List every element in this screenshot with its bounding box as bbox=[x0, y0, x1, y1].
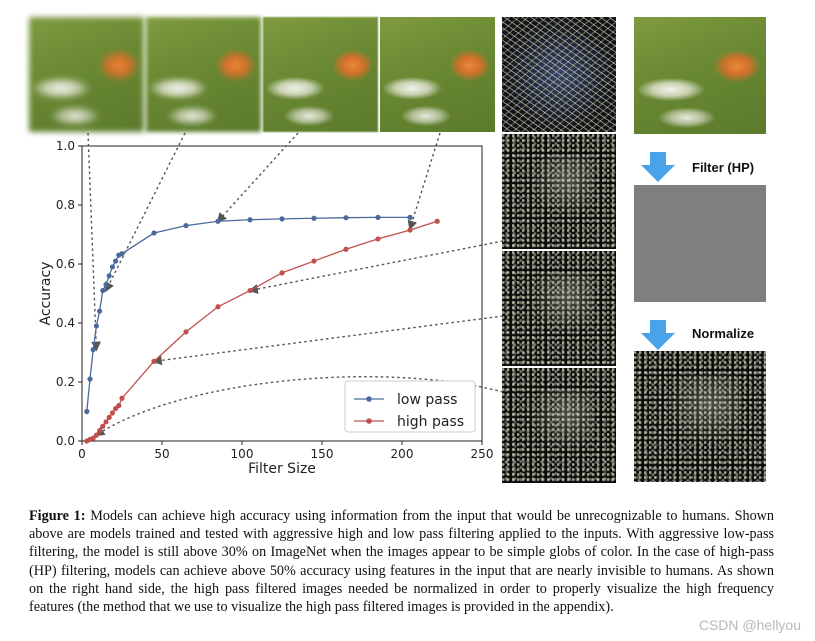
data-point bbox=[109, 410, 115, 416]
chart-legend: low pass high pass bbox=[344, 380, 476, 433]
highpass-thumb-1 bbox=[502, 17, 616, 132]
legend-box bbox=[344, 380, 476, 433]
data-point bbox=[375, 236, 381, 242]
x-tick-label: 0 bbox=[78, 447, 86, 461]
data-point bbox=[119, 251, 125, 257]
legend-marker bbox=[366, 418, 372, 424]
caption-text: Models can achieve high accuracy using i… bbox=[29, 508, 775, 616]
data-point bbox=[97, 308, 103, 314]
annotation-arrow bbox=[407, 132, 441, 231]
y-tick-label: 0.4 bbox=[56, 316, 75, 330]
data-point bbox=[183, 223, 189, 229]
legend-label: high pass bbox=[397, 414, 464, 430]
annotation-arrow bbox=[216, 132, 299, 223]
caption-label: Figure 1: bbox=[29, 508, 86, 524]
legend-label: low pass bbox=[397, 392, 457, 408]
data-point bbox=[183, 329, 189, 335]
legend-marker bbox=[366, 396, 372, 402]
data-point bbox=[247, 217, 253, 223]
data-point bbox=[279, 270, 285, 276]
lowpass-thumb-3 bbox=[263, 17, 378, 132]
down-arrow-icon bbox=[641, 152, 675, 182]
data-point bbox=[113, 258, 119, 264]
data-point bbox=[103, 282, 109, 288]
accuracy-chart: 0 50 100 150 200 250 0.0 0.2 0.4 0.6 0.8 1.0 Filter … bbox=[38, 132, 504, 477]
x-tick-label: 250 bbox=[471, 447, 494, 461]
normalize-label: Normalize bbox=[692, 326, 755, 341]
annotation-arrow bbox=[248, 240, 504, 294]
data-point bbox=[93, 432, 99, 438]
data-point bbox=[215, 304, 221, 310]
data-point bbox=[407, 227, 413, 233]
highpass-thumb-2 bbox=[502, 134, 616, 249]
data-point bbox=[106, 414, 112, 420]
y-tick-label: 1.0 bbox=[56, 139, 75, 153]
filter-hp-label: Filter (HP) bbox=[692, 160, 755, 175]
data-point bbox=[97, 428, 103, 434]
data-point bbox=[100, 287, 106, 294]
data-point bbox=[247, 287, 253, 294]
down-arrow-icon bbox=[641, 320, 675, 350]
highpass-thumb-4 bbox=[502, 368, 616, 483]
lowpass-thumb-4 bbox=[380, 17, 495, 132]
data-point bbox=[100, 423, 106, 429]
data-point bbox=[103, 419, 109, 425]
watermark: CSDN @hellyou bbox=[698, 617, 801, 633]
x-tick-label: 150 bbox=[311, 447, 334, 461]
data-point bbox=[311, 215, 317, 221]
annotation-arrow bbox=[152, 315, 504, 366]
data-point bbox=[106, 273, 112, 279]
x-tick-label: 50 bbox=[154, 447, 169, 461]
data-point bbox=[116, 403, 122, 409]
data-point bbox=[93, 323, 99, 329]
data-point bbox=[109, 264, 115, 270]
x-tick-label: 200 bbox=[391, 447, 414, 461]
figure-caption: Figure 1: Models can achieve high accura… bbox=[29, 507, 774, 616]
y-tick-label: 0.0 bbox=[56, 434, 75, 448]
data-point bbox=[87, 376, 93, 382]
lowpass-thumb-2 bbox=[146, 17, 261, 132]
data-point bbox=[375, 214, 381, 220]
data-point bbox=[215, 218, 221, 224]
x-axis-label: Filter Size bbox=[248, 461, 316, 477]
plot-frame bbox=[81, 145, 483, 442]
series-line bbox=[86, 220, 438, 442]
y-axis-label: Accuracy bbox=[38, 262, 54, 326]
data-point bbox=[407, 214, 413, 220]
annotation-arrow bbox=[87, 132, 101, 352]
data-point bbox=[434, 218, 440, 224]
chart-series bbox=[84, 214, 440, 444]
data-point bbox=[279, 216, 285, 222]
x-tick-label: 100 bbox=[231, 447, 254, 461]
data-point bbox=[90, 346, 96, 353]
y-tick-label: 0.8 bbox=[56, 198, 75, 212]
lowpass-thumb-1 bbox=[29, 17, 144, 132]
data-point bbox=[151, 230, 157, 236]
y-tick-label: 0.6 bbox=[56, 257, 75, 271]
data-point bbox=[84, 408, 90, 415]
data-point bbox=[311, 258, 317, 264]
annotation-arrows bbox=[87, 132, 504, 437]
y-tick-label: 0.2 bbox=[56, 375, 75, 389]
data-point bbox=[119, 395, 125, 401]
data-point bbox=[151, 358, 157, 364]
highpass-thumb-3 bbox=[502, 251, 616, 366]
data-point bbox=[343, 246, 349, 252]
chart-axes: 0 50 100 150 200 250 0.0 0.2 0.4 0.6 0.8 1.0 Filter … bbox=[38, 139, 493, 477]
data-point bbox=[343, 215, 349, 221]
filtered-gray-image bbox=[634, 185, 766, 302]
annotation-arrow bbox=[105, 132, 186, 293]
normalized-image bbox=[634, 351, 766, 482]
original-image bbox=[634, 17, 766, 134]
